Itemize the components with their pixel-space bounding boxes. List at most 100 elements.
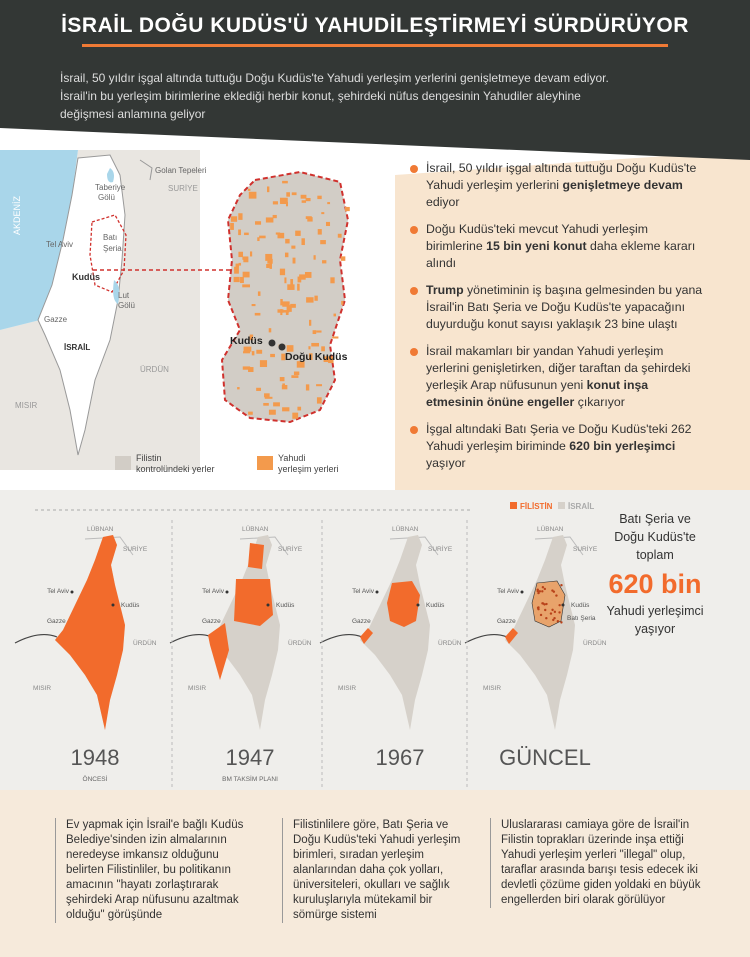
settlement [264,393,270,398]
settlement [268,328,272,333]
column-text: Filistinlilere göre, Batı Şeria ve Doğu … [282,818,468,923]
total-text: Doğu Kudüs'te [614,530,696,544]
bullet-text: Trump [426,283,464,297]
settlement [259,235,266,239]
map-label: Taberiye [95,183,126,192]
settlement [235,263,239,268]
settlement [282,301,290,307]
settlement [305,216,312,220]
settlement [244,232,249,236]
settlement [330,277,335,284]
bullet-text: İsrail, 50 yıldır işgal altında tuttuğu … [426,161,697,192]
history-map: LÜBNAN SURİYE Tel Aviv Kudüs Gazze ÜRDÜN MISIR [14,525,157,730]
total-text: Yahudi yerleşimci [606,604,703,618]
map-label: LÜBNAN [87,525,114,533]
settlement [312,330,317,335]
settlement [238,262,242,266]
legend-swatch [115,456,131,470]
settlement [286,345,294,352]
settlement [543,587,547,591]
settlement [304,271,312,278]
settlement [280,200,288,204]
settlement [543,603,546,606]
legend-swatch [510,502,517,509]
title: İSRAİL DOĞU KUDÜS'Ü YAHUDİLEŞTİRMEYİ SÜR… [61,13,689,37]
settlement [323,356,331,363]
map-label: MISIR [483,685,501,692]
map-label: MISIR [338,685,356,692]
legend-label: İSRAİL [568,502,594,511]
settlement [307,217,313,222]
map-label: SURİYE [123,544,148,553]
bullet-text: İsrail makamları bir yandan Yahudi yerle… [426,344,691,392]
settlement [536,588,539,591]
legend-label: Filistin [136,453,162,463]
settlement [285,238,290,244]
settlement [242,366,251,370]
settlement [537,608,540,611]
city-dot [375,590,379,594]
settlement [332,336,339,339]
settlement [251,351,255,356]
map-label: Tel Aviv [46,240,73,249]
settlement [291,375,299,378]
map-label: Gazze [202,618,221,625]
settlement [238,213,243,220]
settlement [234,266,239,274]
settlement [248,411,253,415]
map-label: MISIR [15,401,37,410]
settlement [267,186,270,193]
settlement [273,402,280,407]
settlement [238,229,241,236]
settlement [296,361,305,368]
settlement [537,591,540,595]
border [534,536,584,556]
settlement [340,256,346,261]
map-label: Tel Aviv [497,588,520,595]
settlement [558,603,561,607]
history-map: LÜBNAN SURİYE Tel Aviv Kudüs Gazze ÜRDÜN MISIR [169,525,312,730]
bullet-text: İşgal altındaki Batı Şeria ve Doğu Kudüs… [426,422,692,453]
settlement [292,412,299,419]
total-text: toplam [636,548,674,562]
border [389,536,439,556]
settlement [538,590,542,593]
settlement [270,353,275,358]
settlement [290,303,296,308]
palestine-area [208,623,229,680]
map-label: Gazze [47,618,66,625]
settlement [285,311,289,316]
settlement [553,616,556,620]
footer-background [0,790,750,957]
settlement [325,221,331,227]
palestine-area [387,581,420,627]
settlement [247,188,251,191]
settlement [291,245,296,249]
bullet-text: yönetiminin iş başına gelmesinden bu yan… [426,283,703,331]
map-label: MISIR [188,685,206,692]
bullet-text: Doğu Kudüs'teki mevcut Yahudi yerleşim b… [426,222,648,253]
map-label: Kudüs [230,335,263,347]
settlement [257,237,260,242]
city-dot [561,603,565,607]
city-dot [416,603,420,607]
bullet: İşgal altındaki Batı Şeria ve Doğu Kudüs… [408,421,708,472]
bullet-text: 620 bin yerleşimci [569,439,676,453]
settlement [257,291,261,296]
map-label: LÜBNAN [242,525,269,533]
legend-label: kontrolündeki yerler [136,464,215,474]
settlement [316,397,322,404]
settlement [293,371,300,375]
settlement [545,602,548,606]
settlement [317,229,322,235]
map-label: LÜBNAN [392,525,419,533]
settlement [309,319,312,326]
settlement [556,620,560,623]
settlement [233,276,240,283]
map-label: MISIR [33,685,51,692]
total-text: yaşıyor [635,622,675,636]
map-label: Lut [118,291,130,300]
map-label: Batı Şeria [567,615,596,622]
settlement [256,349,263,354]
map-label: SURİYE [278,544,303,553]
